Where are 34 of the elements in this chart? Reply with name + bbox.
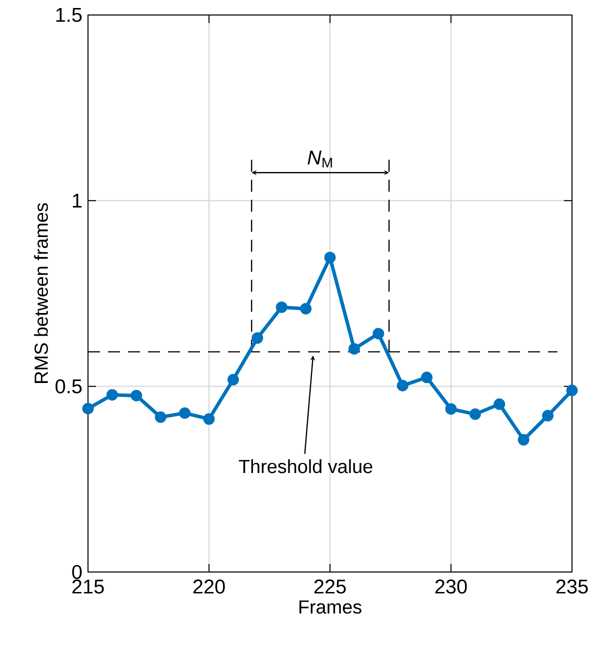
annotation: Threshold value [238,459,372,474]
point [494,398,506,410]
y-tick-label: 0.5 [56,379,82,394]
point [106,389,118,401]
annotation: N$_{M}$ [308,150,332,168]
point [445,403,457,415]
x-tick-label: 230 [435,580,467,594]
y-tick-label: 1 [72,194,82,208]
point [203,413,215,425]
y-tick-label: 1.5 [56,8,82,22]
point [252,332,264,344]
point [82,402,94,414]
point [542,410,554,422]
x-axis-title: Frames [299,600,362,614]
point [421,372,433,384]
point [179,407,191,419]
x-tick-label: 235 [556,580,588,594]
point [276,301,288,313]
y-axis-title: RMS between frames [34,203,48,383]
point [227,374,239,386]
point [469,408,481,420]
point [396,380,408,392]
point [300,302,312,314]
point [566,384,578,396]
point [154,411,166,423]
point [372,328,384,340]
x-tick-label: 220 [193,580,225,594]
y-tick-label: 0 [72,564,82,580]
x-tick-label: 225 [314,580,346,594]
point [130,390,142,402]
point [518,434,530,446]
x-tick-label: 215 [72,580,104,594]
point [348,343,360,355]
point [324,252,336,264]
